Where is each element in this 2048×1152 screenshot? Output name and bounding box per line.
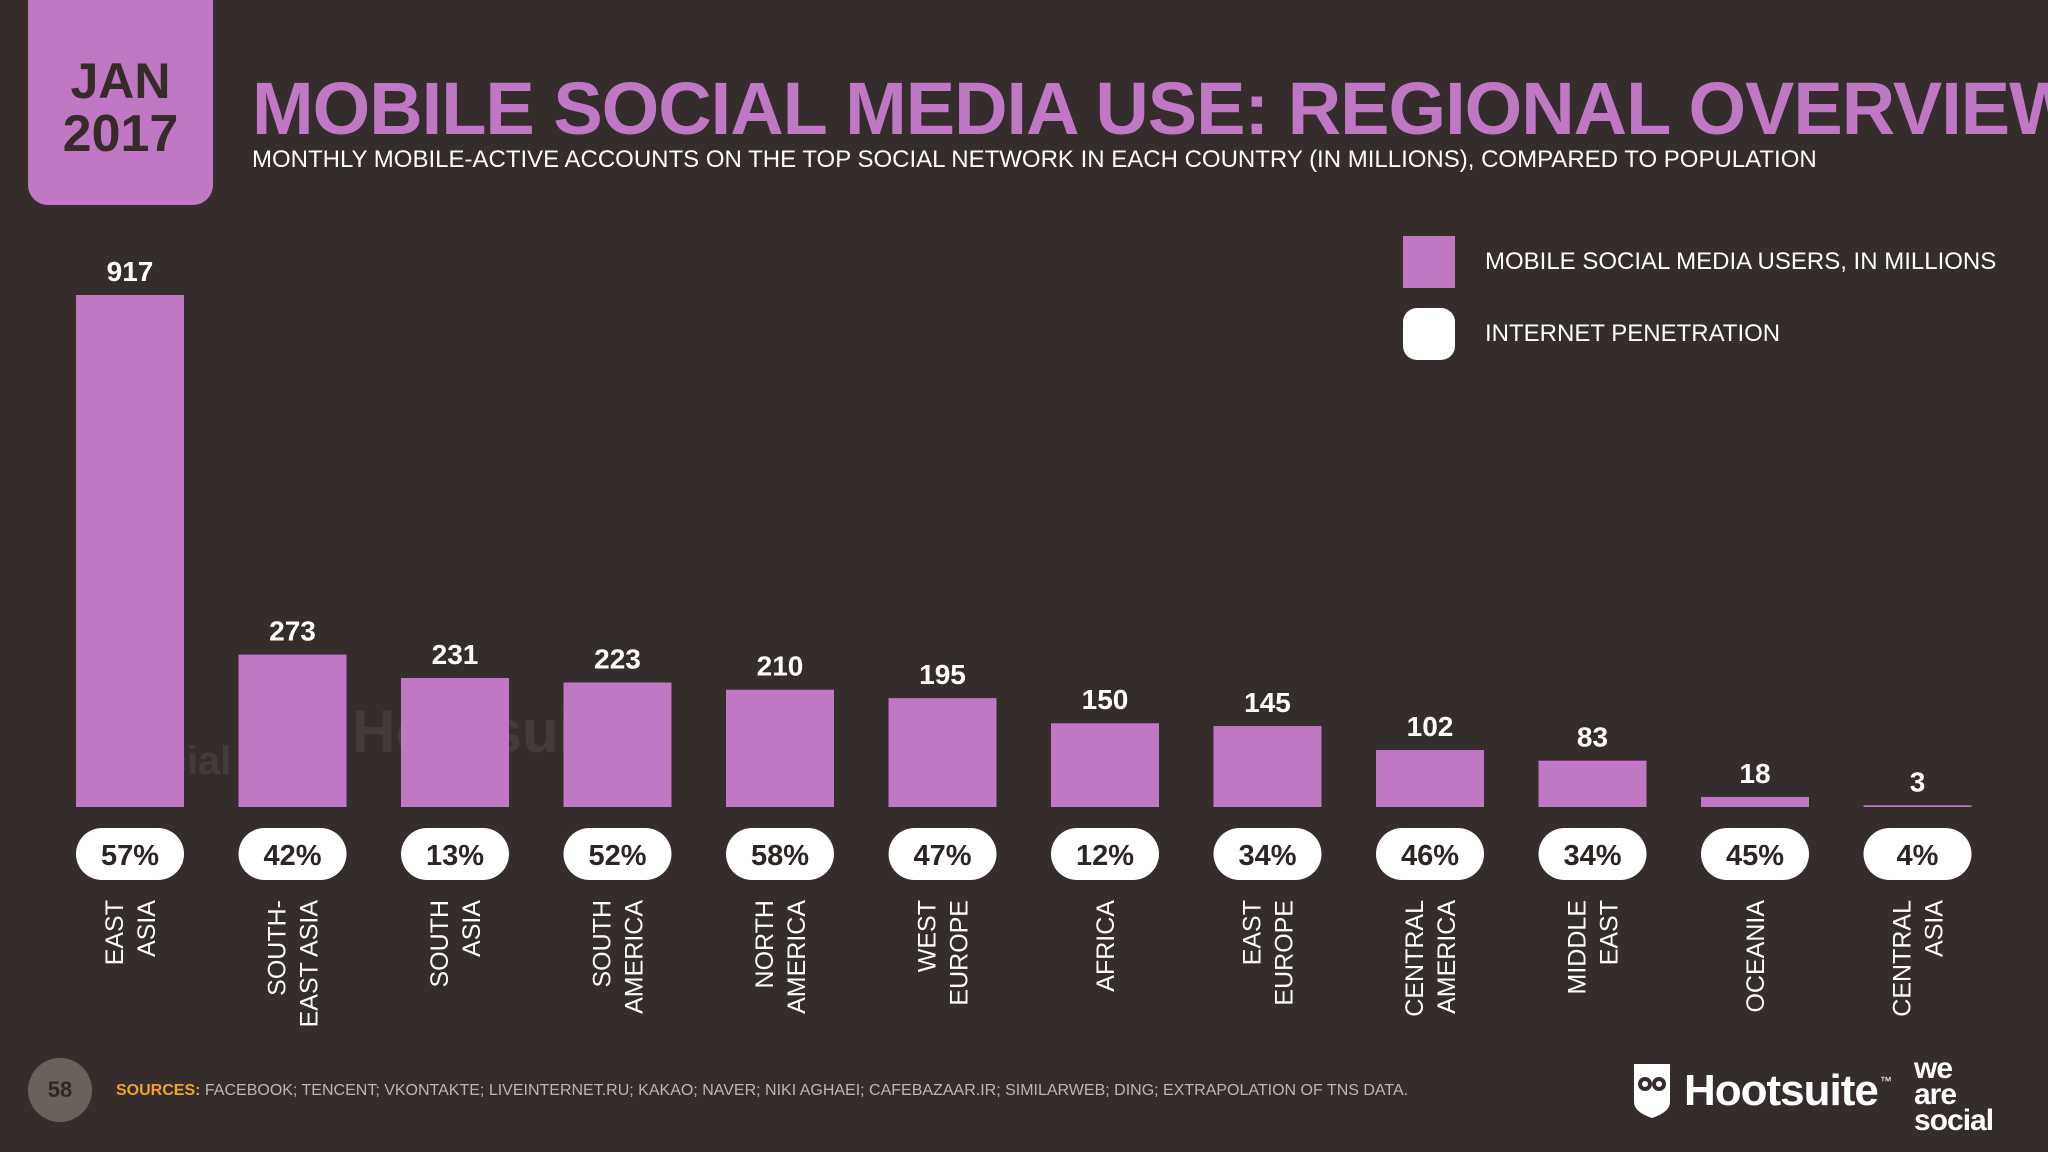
category-label-0-1: ASIA: [133, 900, 161, 957]
page-subtitle: MONTHLY MOBILE-ACTIVE ACCOUNTS ON THE TO…: [252, 146, 1817, 173]
category-label-4-0: NORTH: [751, 900, 779, 988]
penetration-label-10: 45%: [1726, 840, 1784, 872]
category-label-3-0: SOUTH: [589, 900, 617, 988]
penetration-pill-1: [238, 828, 347, 880]
owl-logo-icon: [1634, 1064, 1670, 1118]
category-label-7-1: EUROPE: [1271, 900, 1299, 1006]
penetration-pill-6: [1051, 828, 1159, 880]
category-label-11-1: ASIA: [1921, 900, 1949, 957]
hootsuite-brand: Hootsuite ™: [1630, 1062, 1892, 1120]
bar-3: [563, 682, 672, 807]
category-label-7-0: EAST: [1239, 900, 1267, 965]
penetration-pill-8: [1376, 828, 1484, 880]
hootsuite-tm: ™: [1879, 1074, 1892, 1088]
data-label-5: 195: [919, 659, 966, 690]
was-are: are: [1914, 1077, 1957, 1111]
category-label-9-0: MIDDLE: [1564, 900, 1592, 994]
legend-item-users: MOBILE SOCIAL MEDIA USERS, IN MILLIONS: [1403, 236, 1996, 288]
category-label-8-1: AMERICA: [1433, 900, 1461, 1014]
category-label-5-0: WEST: [914, 900, 942, 972]
penetration-label-8: 46%: [1401, 840, 1459, 872]
legend-item-penetration: INTERNET PENETRATION: [1403, 308, 1780, 360]
data-label-8: 102: [1407, 711, 1454, 742]
data-label-10: 18: [1739, 758, 1770, 789]
category-label-6-0: AFRICA: [1092, 900, 1120, 992]
data-label-1: 273: [269, 616, 316, 647]
bar-10: [1701, 796, 1809, 807]
we-are-social-logo: we are social: [1914, 1052, 2010, 1137]
date-tab: JAN 2017: [28, 0, 213, 205]
page-title: MOBILE SOCIAL MEDIA USE: REGIONAL OVERVI…: [252, 67, 2048, 150]
sources-label: SOURCES:: [116, 1082, 201, 1099]
penetration-pill-9: [1538, 828, 1647, 880]
bar-7: [1213, 726, 1322, 807]
category-label-2-1: ASIA: [458, 900, 486, 957]
penetration-label-4: 58%: [751, 840, 809, 872]
bar-0: [76, 295, 184, 807]
data-label-4: 210: [757, 651, 804, 682]
category-label-1-1: EAST ASIA: [296, 900, 324, 1028]
penetration-label-0: 57%: [101, 840, 159, 872]
legend-swatch-pill: [1403, 308, 1455, 360]
penetration-label-7: 34%: [1238, 840, 1296, 872]
data-label-9: 83: [1577, 722, 1608, 753]
category-label-0-0: EAST: [101, 900, 129, 965]
category-label-2-0: SOUTH: [426, 900, 454, 988]
bar-9: [1538, 760, 1647, 807]
data-label-7: 145: [1244, 687, 1291, 718]
category-label-5-1: EUROPE: [946, 900, 974, 1006]
category-label-3-1: AMERICA: [621, 900, 649, 1014]
bar-6: [1051, 723, 1159, 807]
data-label-0: 917: [107, 256, 154, 287]
page-number: 58: [28, 1058, 92, 1122]
bar-1: [238, 654, 347, 807]
legend-label-users: MOBILE SOCIAL MEDIA USERS, IN MILLIONS: [1485, 248, 1997, 275]
bar-8: [1376, 750, 1484, 807]
category-label-10-0: OCEANIA: [1742, 900, 1770, 1013]
penetration-pill-2: [401, 828, 509, 880]
bar-4: [726, 689, 834, 807]
data-label-2: 231: [432, 639, 479, 670]
penetration-pill-5: [888, 828, 997, 880]
bar-11: [1863, 805, 1972, 807]
penetration-pill-4: [726, 828, 834, 880]
penetration-label-5: 47%: [913, 840, 971, 872]
was-social: social: [1914, 1103, 1994, 1137]
penetration-pill-10: [1701, 828, 1809, 880]
legend-label-penetration: INTERNET PENETRATION: [1485, 320, 1781, 347]
sources-text: FACEBOOK; TENCENT; VKONTAKTE; LIVEINTERN…: [204, 1082, 1409, 1099]
category-label-9-1: EAST: [1596, 900, 1624, 965]
penetration-pill-11: [1863, 828, 1972, 880]
penetration-label-6: 12%: [1076, 840, 1134, 872]
category-label-4-1: AMERICA: [783, 900, 811, 1014]
bar-2: [401, 678, 509, 807]
category-label-8-0: CENTRAL: [1401, 900, 1429, 1017]
penetration-pill-0: [76, 828, 184, 880]
date-year: 2017: [62, 104, 179, 163]
category-label-11-0: CENTRAL: [1889, 900, 1917, 1017]
sources-line: SOURCES: FACEBOOK; TENCENT; VKONTAKTE; L…: [116, 1082, 1408, 1100]
penetration-pill-3: [563, 828, 672, 880]
penetration-label-9: 34%: [1563, 840, 1621, 872]
penetration-label-1: 42%: [263, 840, 321, 872]
was-we: we: [1914, 1052, 1953, 1085]
data-label-3: 223: [594, 643, 641, 674]
legend-swatch-bar: [1403, 236, 1455, 288]
penetration-label-2: 13%: [426, 840, 484, 872]
data-label-6: 150: [1082, 684, 1129, 715]
watermark: we are social Hootsuite: [117, 675, 629, 783]
penetration-pill-7: [1213, 828, 1322, 880]
penetration-label-3: 52%: [588, 840, 646, 872]
category-label-1-0: SOUTH-: [264, 900, 292, 996]
penetration-label-11: 4%: [1897, 840, 1939, 872]
date-month: JAN: [70, 52, 171, 109]
data-label-11: 3: [1910, 766, 1926, 797]
bar-5: [888, 698, 997, 807]
hootsuite-wordmark: Hootsuite: [1684, 1066, 1879, 1115]
